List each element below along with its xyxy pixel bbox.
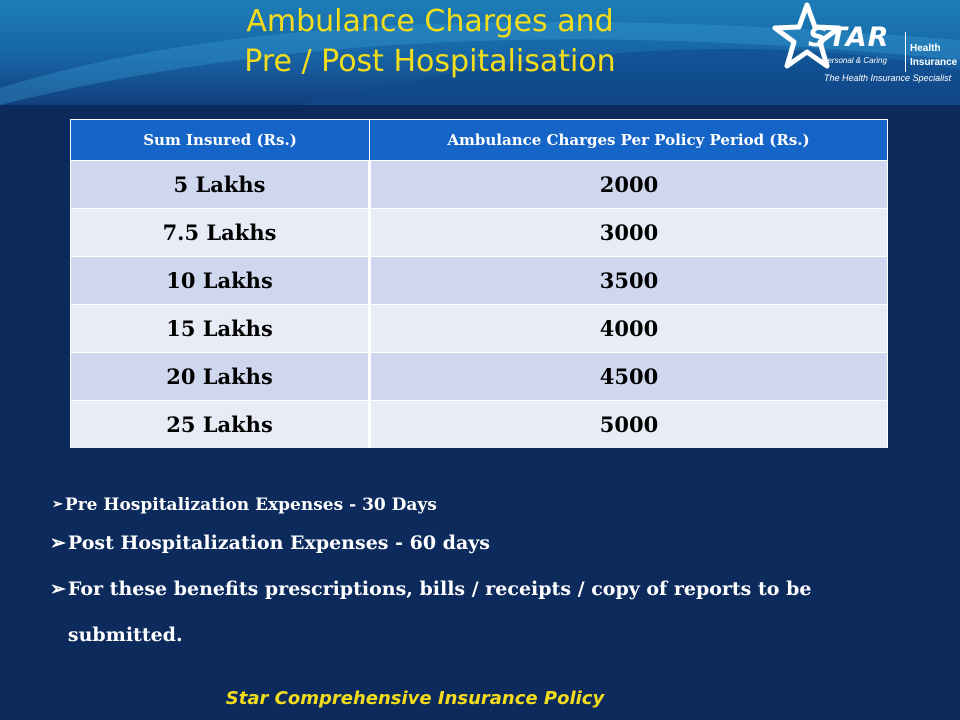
table-row: 10 Lakhs 3500 bbox=[70, 256, 888, 305]
arrow-bullet-icon: ➢ bbox=[52, 497, 63, 512]
header-sum-insured: Sum Insured (Rs.) bbox=[70, 119, 370, 161]
table-header-row: Sum Insured (Rs.) Ambulance Charges Per … bbox=[70, 119, 888, 161]
cell-sum-insured: 15 Lakhs bbox=[70, 304, 371, 353]
cell-sum-insured: 25 Lakhs bbox=[70, 400, 371, 448]
star-icon bbox=[772, 2, 842, 69]
table-row: 25 Lakhs 5000 bbox=[70, 400, 888, 448]
header-ambulance-charges: Ambulance Charges Per Policy Period (Rs.… bbox=[369, 119, 888, 161]
logo-subtitle: Personal & Caring bbox=[822, 56, 887, 65]
footer-policy-name: Star Comprehensive Insurance Policy bbox=[225, 688, 605, 709]
logo-divider bbox=[905, 32, 906, 72]
logo-wordmark: STAR bbox=[808, 22, 890, 53]
table-row: 20 Lakhs 4500 bbox=[70, 352, 888, 401]
bullet-documents: ➢ For these benefits prescriptions, bill… bbox=[50, 566, 930, 658]
bullet-text: Pre Hospitalization Expenses - 30 Days bbox=[64, 495, 437, 515]
cell-sum-insured: 7.5 Lakhs bbox=[70, 208, 371, 257]
benefit-bullets: ➢ Pre Hospitalization Expenses - 30 Days… bbox=[50, 490, 930, 658]
cell-ambulance-charge: 4000 bbox=[369, 304, 888, 353]
logo-tagline: The Health Insurance Specialist bbox=[824, 73, 952, 83]
ambulance-charges-table: Sum Insured (Rs.) Ambulance Charges Per … bbox=[70, 119, 888, 448]
logo-insurance-text: Insurance bbox=[910, 57, 958, 68]
cell-ambulance-charge: 4500 bbox=[369, 352, 888, 401]
title-line-1: Ambulance Charges and bbox=[246, 4, 614, 39]
bullet-text: Post Hospitalization Expenses - 60 days bbox=[67, 532, 490, 554]
arrow-bullet-icon: ➢ bbox=[50, 578, 66, 600]
cell-ambulance-charge: 3000 bbox=[369, 208, 888, 257]
bullet-text: For these benefits prescriptions, bills … bbox=[67, 578, 812, 646]
cell-sum-insured: 10 Lakhs bbox=[70, 256, 371, 305]
cell-ambulance-charge: 5000 bbox=[369, 400, 888, 448]
table-row: 5 Lakhs 2000 bbox=[70, 160, 888, 209]
table-row: 15 Lakhs 4000 bbox=[70, 304, 888, 353]
arrow-bullet-icon: ➢ bbox=[50, 532, 66, 554]
star-health-logo: STAR Personal & Caring Health Insurance … bbox=[772, 2, 960, 88]
title-banner: Ambulance Charges and Pre / Post Hospita… bbox=[0, 0, 960, 105]
cell-sum-insured: 5 Lakhs bbox=[70, 160, 371, 209]
cell-ambulance-charge: 3500 bbox=[369, 256, 888, 305]
cell-ambulance-charge: 2000 bbox=[369, 160, 888, 209]
bullet-post-hospitalization: ➢ Post Hospitalization Expenses - 60 day… bbox=[50, 520, 930, 566]
logo-health-text: Health bbox=[910, 43, 941, 54]
bullet-pre-hospitalization: ➢ Pre Hospitalization Expenses - 30 Days bbox=[50, 490, 930, 520]
cell-sum-insured: 20 Lakhs bbox=[70, 352, 371, 401]
title-line-2: Pre / Post Hospitalisation bbox=[244, 44, 616, 79]
slide-title: Ambulance Charges and Pre / Post Hospita… bbox=[120, 2, 740, 82]
table-row: 7.5 Lakhs 3000 bbox=[70, 208, 888, 257]
